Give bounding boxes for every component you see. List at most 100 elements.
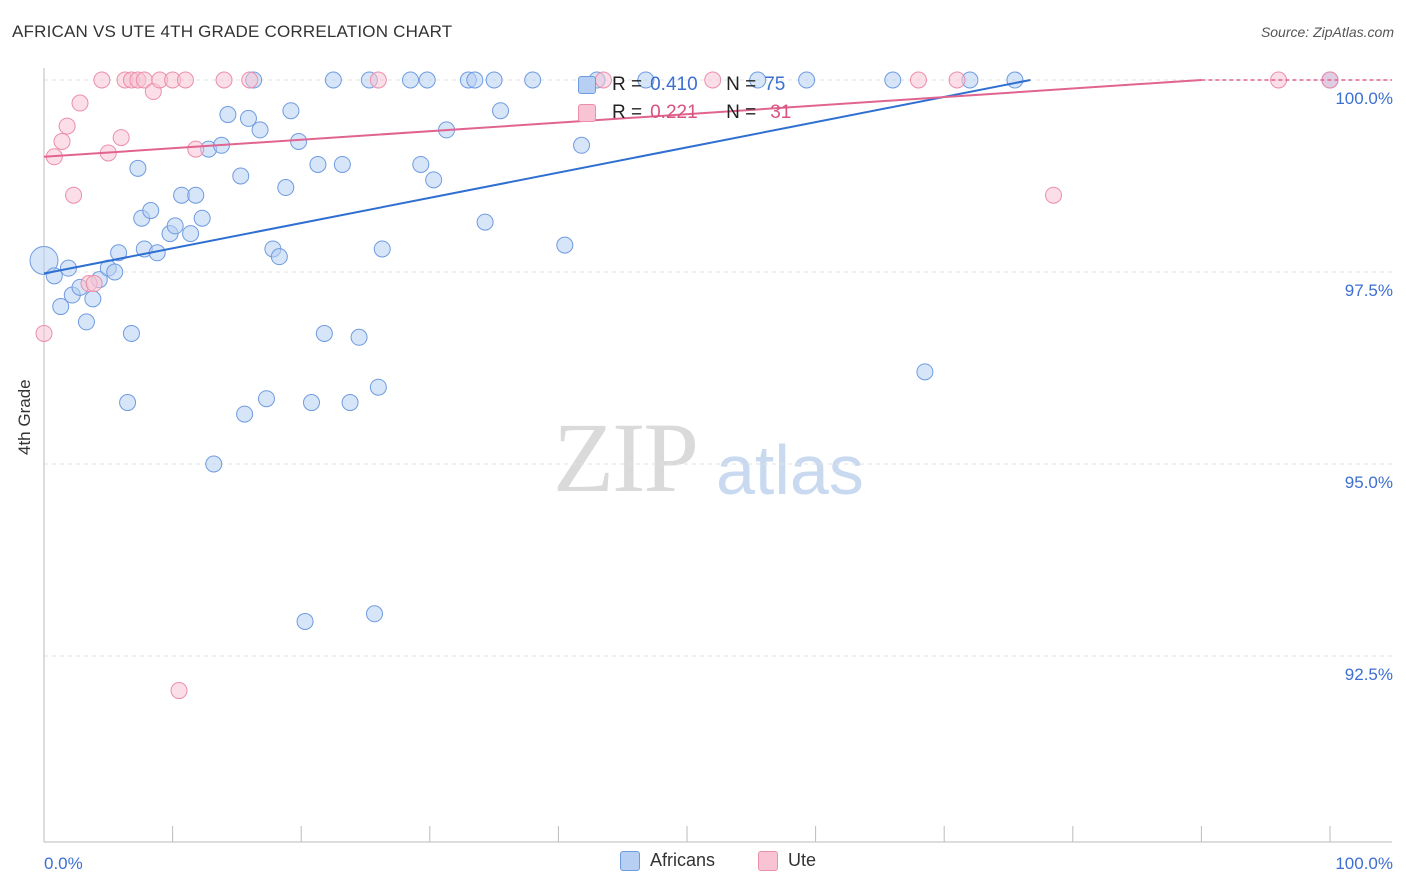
data-point-africans [236, 405, 254, 423]
data-point-africans [524, 71, 542, 89]
data-point-ute [93, 71, 111, 89]
x-tick-label-max: 100.0% [1335, 854, 1393, 873]
r-label: R = [612, 74, 643, 95]
trend-line-ute [43, 79, 1202, 158]
legend-label-africans: Africans [650, 850, 716, 870]
data-point-ute [53, 132, 71, 150]
data-point-africans [556, 236, 574, 254]
data-point-africans [219, 106, 237, 124]
data-point-africans [916, 363, 934, 381]
stats-row-ute: R = 0.221 N = 31 [578, 102, 791, 124]
data-point-africans [290, 132, 308, 150]
data-point-africans [277, 179, 295, 197]
data-point-africans [373, 240, 391, 258]
data-point-africans [485, 71, 503, 89]
data-point-africans [341, 394, 359, 412]
data-point-africans [466, 71, 484, 89]
data-point-africans [166, 217, 184, 235]
data-point-africans [29, 245, 59, 275]
n-value-africans: 75 [764, 74, 786, 95]
data-point-ute [35, 324, 53, 342]
data-point-ute [704, 71, 722, 89]
data-point-africans [369, 378, 387, 396]
r-value-africans: 0.410 [650, 74, 698, 95]
data-point-africans [296, 612, 314, 630]
africans-swatch [578, 76, 596, 94]
data-point-africans [282, 102, 300, 120]
data-point-ute [85, 275, 103, 293]
stats-row-africans: R = 0.410 N = 75 [578, 74, 785, 96]
data-point-africans [187, 186, 205, 204]
data-point-ute [65, 186, 83, 204]
data-point-ute [58, 117, 76, 135]
watermark-atlas: atlas [716, 431, 864, 509]
data-point-africans [77, 313, 95, 331]
data-point-africans [1006, 71, 1024, 89]
data-point-africans [637, 71, 655, 89]
x-tick-label-min: 0.0% [44, 854, 83, 873]
data-point-ute [215, 71, 233, 89]
data-point-africans [425, 171, 443, 189]
data-point-africans [798, 71, 816, 89]
data-point-africans [239, 109, 257, 127]
n-label: N = [726, 102, 757, 123]
legend-swatch-africans [620, 850, 640, 871]
axes [43, 68, 1392, 843]
data-point-africans [412, 155, 430, 173]
data-point-africans [129, 159, 147, 177]
data-point-africans [205, 455, 223, 473]
data-point-africans [350, 328, 368, 346]
data-point-africans [173, 186, 191, 204]
data-point-africans [492, 102, 510, 120]
data-point-ute [187, 140, 205, 158]
data-point-ute [71, 94, 89, 112]
legend: Africans Ute [0, 850, 1406, 880]
data-point-africans [142, 202, 160, 220]
data-point-africans [315, 324, 333, 342]
legend-item-ute[interactable]: Ute [758, 850, 816, 871]
data-point-africans [110, 244, 128, 262]
data-point-africans [84, 290, 102, 308]
watermark-zip: ZIP [553, 402, 699, 513]
data-point-ute [948, 71, 966, 89]
data-point-ute [1045, 186, 1063, 204]
data-point-africans [418, 71, 436, 89]
legend-label-ute: Ute [788, 850, 817, 870]
data-point-africans [106, 263, 124, 281]
data-point-ute [176, 71, 194, 89]
data-point-ute [241, 71, 259, 89]
r-value-ute: 0.221 [650, 102, 698, 123]
legend-swatch-ute [758, 850, 778, 871]
n-label: N = [726, 74, 757, 95]
data-point-ute [170, 682, 188, 700]
chart-title: AFRICAN VS UTE 4TH GRADE CORRELATION CHA… [12, 22, 453, 41]
y-tick-label: 97.5% [1345, 281, 1393, 300]
data-point-ute [369, 71, 387, 89]
data-point-africans [402, 71, 420, 89]
data-point-africans [309, 155, 327, 173]
trend-lines [43, 79, 1392, 275]
data-point-africans [884, 71, 902, 89]
data-point-africans [302, 394, 320, 412]
data-point-africans [193, 209, 211, 227]
data-point-africans [270, 248, 288, 266]
data-point-africans [366, 605, 384, 623]
data-point-africans [182, 225, 200, 243]
gridlines [44, 79, 1392, 657]
legend-item-africans[interactable]: Africans [620, 850, 715, 871]
r-label: R = [612, 102, 643, 123]
y-tick-label: 92.5% [1345, 665, 1393, 684]
source-credit: Source: ZipAtlas.com [1260, 24, 1394, 40]
data-point-africans [122, 324, 140, 342]
y-tick-label: 100.0% [1335, 89, 1393, 108]
data-point-ute [112, 129, 130, 147]
data-point-africans [119, 394, 137, 412]
data-point-africans [251, 121, 269, 139]
data-point-africans [324, 71, 342, 89]
data-point-africans [573, 136, 591, 154]
data-point-africans [232, 167, 250, 185]
data-point-africans [257, 390, 275, 408]
data-point-africans [52, 298, 70, 316]
data-point-africans [749, 71, 767, 89]
